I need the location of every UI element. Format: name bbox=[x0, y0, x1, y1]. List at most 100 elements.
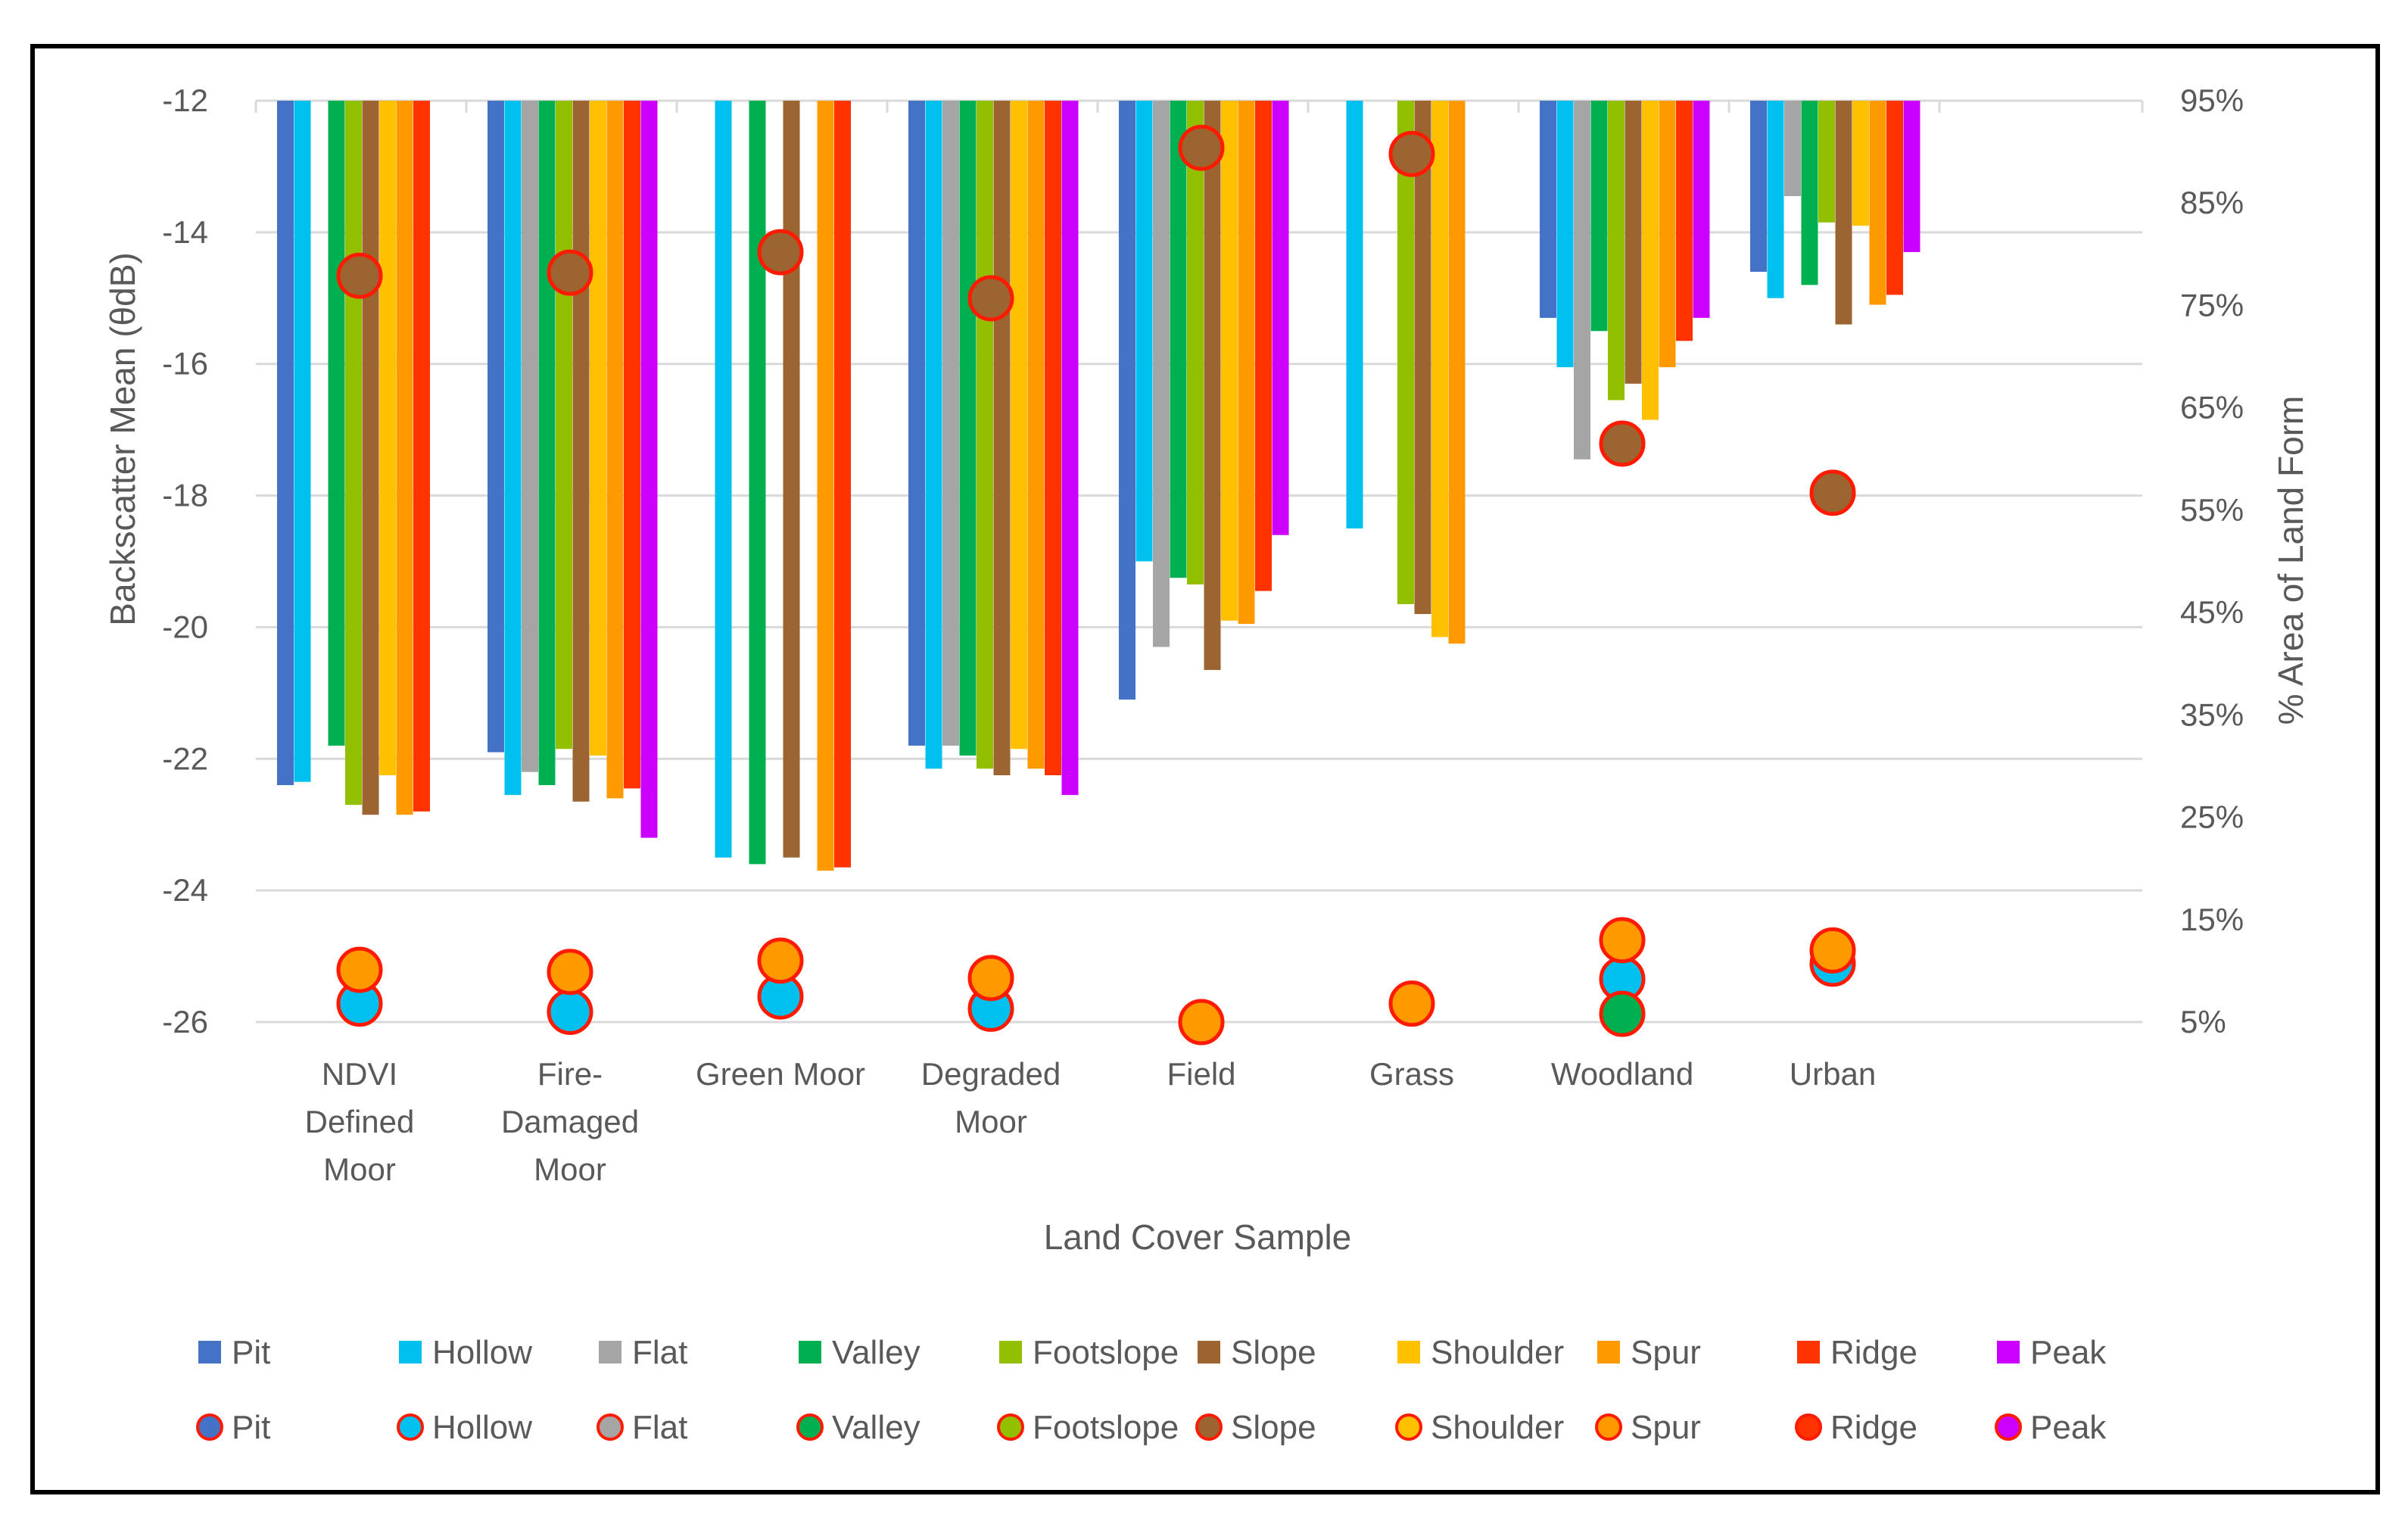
bar-valley bbox=[538, 101, 556, 786]
legend-label: Peak bbox=[2030, 1409, 2107, 1446]
bar-slope bbox=[572, 101, 590, 802]
bar-slope bbox=[1835, 101, 1852, 325]
bar-hollow bbox=[715, 101, 732, 858]
legend-label: Shoulder bbox=[1431, 1334, 1564, 1371]
x-tick-label: Field bbox=[1167, 1056, 1235, 1092]
legend-marker-peak bbox=[1995, 1413, 2022, 1441]
bar-footslope bbox=[1187, 101, 1204, 584]
y-tick-label: -20 bbox=[162, 609, 208, 644]
y2-tick-label: 75% bbox=[2180, 287, 2244, 323]
legend-swatch-footslope bbox=[999, 1341, 1022, 1363]
legend-label: Flat bbox=[632, 1409, 687, 1446]
bar-flat bbox=[522, 101, 538, 772]
point-slope bbox=[757, 229, 804, 276]
bar-pit bbox=[277, 101, 294, 786]
bar-pit bbox=[488, 101, 504, 753]
x-axis-title: Land Cover Sample bbox=[1044, 1217, 1352, 1257]
bar-footslope bbox=[977, 101, 993, 769]
bar-pit bbox=[1540, 101, 1556, 318]
bar-peak bbox=[1693, 101, 1710, 318]
y-tick-label: -12 bbox=[162, 83, 208, 118]
x-tick-label: NDVI bbox=[322, 1056, 397, 1092]
x-tick-label: Woodland bbox=[1551, 1056, 1693, 1092]
legend-label: Footslope bbox=[1033, 1334, 1179, 1371]
bar-ridge bbox=[1255, 101, 1272, 591]
bar-slope bbox=[783, 101, 800, 858]
legend-marker-shoulder bbox=[1395, 1413, 1422, 1441]
bar-ridge bbox=[413, 101, 430, 812]
legend-swatch-hollow bbox=[399, 1341, 422, 1363]
x-tick-label: Moor bbox=[955, 1104, 1027, 1139]
bar-shoulder bbox=[1221, 101, 1238, 621]
bar-spur bbox=[1027, 101, 1045, 769]
legend-marker-hollow bbox=[397, 1413, 424, 1441]
bar-hollow bbox=[294, 101, 311, 782]
bar-footslope bbox=[1397, 101, 1414, 605]
legend-label: Valley bbox=[832, 1409, 921, 1446]
bar-ridge bbox=[1886, 101, 1903, 295]
legend-label: Slope bbox=[1231, 1409, 1316, 1446]
y-tick-label: -26 bbox=[162, 1004, 208, 1039]
legend-marker-slope bbox=[1195, 1413, 1223, 1441]
bar-shoulder bbox=[1011, 101, 1027, 750]
bar-ridge bbox=[624, 101, 640, 789]
legend-swatch-shoulder bbox=[1397, 1341, 1420, 1363]
legend-marker-valley bbox=[796, 1413, 824, 1441]
legend-swatch-spur bbox=[1597, 1341, 1620, 1363]
y-axis-right: 95% 85% 75% 65% 55% 45% 35% 25% 15% 5% bbox=[2180, 83, 2244, 1039]
legend: Pit Hollow Flat Valley Footslope Slope Shoulde… bbox=[196, 1334, 2107, 1446]
legend-label: Ridge bbox=[1830, 1334, 1917, 1371]
x-tick-label: Grass bbox=[1369, 1056, 1454, 1092]
bar-hollow bbox=[1135, 101, 1153, 562]
bar-valley bbox=[959, 101, 977, 756]
bar-spur bbox=[1659, 101, 1676, 368]
point-spur bbox=[547, 949, 593, 996]
point-spur bbox=[336, 946, 383, 993]
bar-peak bbox=[1061, 101, 1079, 796]
bar-valley bbox=[1801, 101, 1818, 285]
bar-peak bbox=[1272, 101, 1289, 535]
y2-tick-label: 85% bbox=[2180, 185, 2244, 220]
y2-tick-label: 15% bbox=[2180, 902, 2244, 937]
point-slope bbox=[547, 249, 593, 296]
x-tick-label: Moor bbox=[323, 1152, 396, 1187]
bar-spur bbox=[1869, 101, 1886, 305]
y-tick-label: -18 bbox=[162, 478, 208, 513]
bar-flat bbox=[942, 101, 959, 746]
bar-slope bbox=[1414, 101, 1431, 615]
legend-label: Hollow bbox=[432, 1409, 532, 1446]
bar-valley bbox=[328, 101, 345, 746]
point-spur bbox=[1599, 917, 1646, 964]
bar-peak bbox=[1903, 101, 1920, 252]
bar-pit bbox=[1119, 101, 1135, 700]
point-slope bbox=[1178, 124, 1225, 171]
legend-label: Spur bbox=[1631, 1334, 1701, 1371]
bar-spur bbox=[1448, 101, 1466, 644]
y-tick-label: -22 bbox=[162, 740, 208, 776]
y-tick-label: -16 bbox=[162, 346, 208, 382]
legend-marker-ridge bbox=[1795, 1413, 1822, 1441]
point-slope bbox=[336, 252, 383, 299]
bar-slope bbox=[362, 101, 379, 815]
bar-pit bbox=[1750, 101, 1767, 273]
bar-hollow bbox=[1767, 101, 1784, 298]
bar-hollow bbox=[1556, 101, 1574, 368]
x-tick-label: Degraded bbox=[921, 1056, 1061, 1092]
bar-spur bbox=[396, 101, 413, 815]
bar-footslope bbox=[556, 101, 572, 750]
legend-marker-footslope bbox=[997, 1413, 1024, 1441]
x-tick-label: Damaged bbox=[501, 1104, 639, 1139]
bar-slope bbox=[1625, 101, 1642, 384]
bar-shoulder bbox=[1642, 101, 1659, 420]
bar-hollow bbox=[1346, 101, 1363, 529]
point-slope bbox=[967, 275, 1014, 322]
legend-label: Peak bbox=[2030, 1334, 2107, 1371]
legend-swatch-valley bbox=[799, 1341, 821, 1363]
legend-label: Pit bbox=[232, 1409, 270, 1446]
legend-marker-pit bbox=[196, 1413, 223, 1441]
x-tick-label: Fire- bbox=[537, 1056, 603, 1092]
y2-axis-title: % Area of Land Form bbox=[2271, 396, 2310, 725]
legend-marker-flat bbox=[597, 1413, 624, 1441]
point-hollow bbox=[547, 988, 593, 1035]
y-axis-title: Backscatter Mean (θdB) bbox=[103, 252, 142, 625]
